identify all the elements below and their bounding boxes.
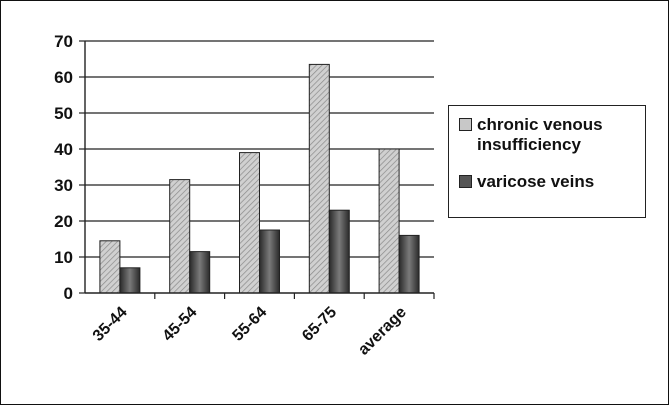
y-tick-label: 0 [64,284,73,303]
x-tick-label: 55-64 [229,304,270,345]
x-tick-label: 65-75 [299,304,340,345]
bar-varicose-veins-average [398,234,420,294]
legend-entry-varicose-veins: varicose veins [459,172,642,192]
x-tick-label: 35-44 [90,304,131,345]
bar-chronic-venous-insufficiency-45-54 [169,179,191,294]
bar-chronic-venous-insufficiency-55-64 [239,152,260,294]
legend-swatch-dark [459,175,472,188]
axes [79,40,435,299]
bar-varicose-veins-35-44 [119,267,141,294]
bar-chronic-venous-insufficiency-35-44 [99,240,121,294]
y-tick-labels: 0 10 20 30 40 50 60 70 [54,32,73,303]
legend-label: chronic venous insufficiency [477,115,603,154]
y-tick-label: 10 [54,248,73,267]
legend-label: varicose veins [477,172,595,191]
bars [99,63,420,294]
bar-chronic-venous-insufficiency-65-75 [308,63,330,294]
y-tick-label: 70 [54,32,73,51]
y-tick-label: 20 [54,212,73,231]
x-tick-label: 45-54 [160,304,201,345]
bar-varicose-veins-65-75 [328,209,350,294]
bar-varicose-veins-55-64 [259,229,280,294]
y-tick-label: 30 [54,176,73,195]
y-tick-label: 40 [54,140,73,159]
legend: chronic venous insufficiency varicose ve… [448,105,646,218]
y-tick-label: 50 [54,104,73,123]
legend-entry-chronic-venous-insufficiency: chronic venous insufficiency [459,115,642,155]
x-tick-labels: 35-44 45-54 55-64 65-75 average [90,304,410,359]
bar-varicose-veins-45-54 [189,251,211,294]
y-tick-label: 60 [54,68,73,87]
bar-chronic-venous-insufficiency-average [378,148,400,294]
x-tick-label: average [355,304,410,359]
legend-swatch-light [459,118,472,131]
